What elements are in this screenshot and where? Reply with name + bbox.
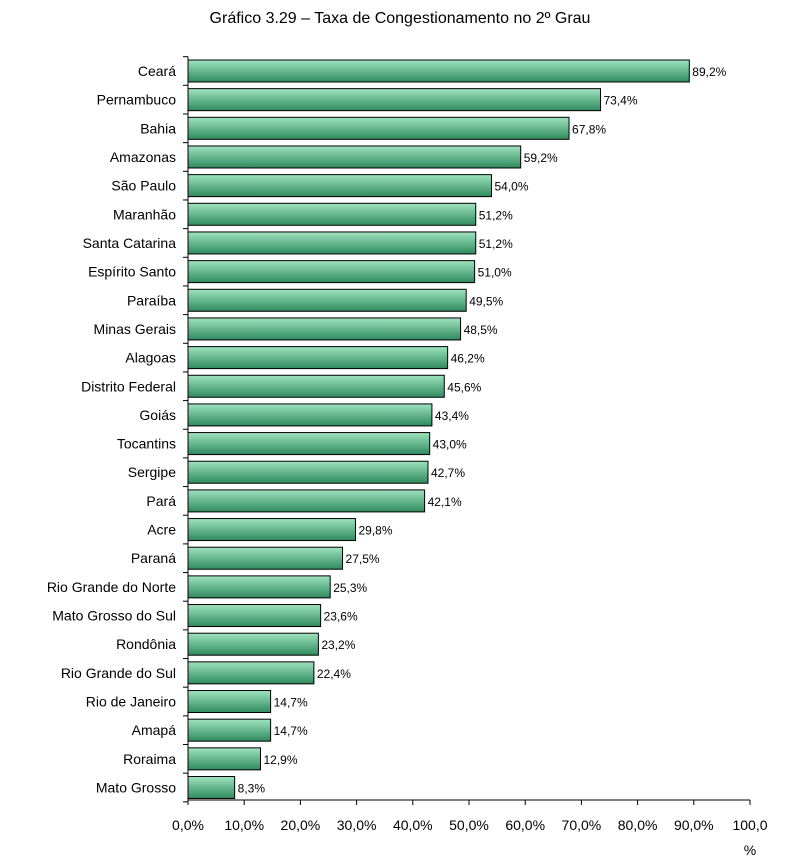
x-tick-label: 40,0% (393, 817, 433, 833)
bar (187, 346, 449, 370)
category-label: Distrito Federal (81, 378, 176, 394)
data-label: 54,0% (494, 180, 528, 194)
data-label: 14,7% (274, 724, 308, 738)
x-tick-label: 20,0% (281, 817, 321, 833)
category-label: Sergipe (128, 464, 176, 480)
data-label: 42,1% (428, 495, 462, 509)
bar (187, 288, 467, 312)
data-label: 12,9% (264, 753, 298, 767)
x-tick-label: 30,0% (337, 817, 377, 833)
data-label: 45,6% (447, 380, 481, 394)
data-label: 23,2% (321, 638, 355, 652)
bar (187, 575, 331, 599)
bar (187, 174, 492, 198)
category-label: Tocantins (117, 436, 176, 452)
category-label: Ceará (138, 63, 176, 79)
bars-layer: Ceará 89,2% Pernambuco 73,4% Bahia 67,8% Amazo… (47, 59, 727, 799)
bar (187, 432, 431, 456)
bar (187, 116, 570, 140)
category-label: Pernambuco (97, 92, 177, 108)
bar (187, 59, 690, 83)
data-label: 8,3% (238, 782, 266, 796)
category-label: Rio de Janeiro (86, 694, 176, 710)
bar (187, 518, 356, 542)
bar (187, 460, 429, 484)
bar (187, 145, 522, 169)
x-tick-label: 10,0% (224, 817, 264, 833)
bar (187, 604, 322, 628)
data-label: 51,2% (479, 237, 513, 251)
data-label: 43,0% (433, 438, 467, 452)
category-label: Acre (147, 522, 176, 538)
data-label: 51,2% (479, 208, 513, 222)
data-label: 27,5% (346, 552, 380, 566)
x-tick-label: 90,0% (674, 817, 714, 833)
bar (187, 546, 344, 570)
bar (187, 88, 602, 112)
x-axis-unit-label: % (744, 842, 756, 858)
category-label: Rio Grande do Sul (61, 665, 176, 681)
bar (187, 317, 462, 341)
category-label: Mato Grosso (96, 780, 176, 796)
category-label: Goiás (139, 407, 176, 423)
x-tick-label: 0,0% (172, 817, 204, 833)
category-label: Rio Grande do Norte (47, 579, 176, 595)
category-label: Rondônia (116, 636, 176, 652)
chart-title: Gráfico 3.29 – Taxa de Congestionamento … (209, 10, 591, 27)
data-label: 49,5% (469, 294, 503, 308)
data-label: 48,5% (464, 323, 498, 337)
data-label: 22,4% (317, 667, 351, 681)
bar (187, 231, 477, 255)
category-label: Paraíba (127, 292, 176, 308)
category-label: Amapá (132, 722, 177, 738)
x-tick-label: 50,0% (449, 817, 489, 833)
category-label: Espírito Santo (88, 264, 176, 280)
category-label: Minas Gerais (94, 321, 176, 337)
category-label: Alagoas (125, 350, 176, 366)
bar (187, 403, 433, 427)
data-label: 29,8% (358, 524, 392, 538)
data-label: 14,7% (274, 696, 308, 710)
axis-layer: 0,0% 10,0% 20,0% 30,0% 40,0% 50,0% 60,0% 70,0% 8… (172, 56, 768, 858)
x-tick-label: 80,0% (618, 817, 658, 833)
data-label: 42,7% (431, 466, 465, 480)
bar (187, 489, 426, 513)
category-label: Santa Catarina (83, 235, 177, 251)
bar (187, 374, 445, 398)
bar (187, 718, 272, 742)
data-label: 67,8% (572, 122, 606, 136)
data-label: 43,4% (435, 409, 469, 423)
x-tick-label: 60,0% (505, 817, 545, 833)
data-label: 46,2% (451, 352, 485, 366)
category-label: Maranhão (113, 206, 176, 222)
data-label: 89,2% (692, 65, 726, 79)
x-tick-label: 100,0 (732, 817, 767, 833)
x-tick-label: 70,0% (562, 817, 602, 833)
category-label: Roraima (123, 751, 176, 767)
data-label: 23,6% (324, 610, 358, 624)
bar (187, 661, 315, 685)
data-label: 51,0% (478, 266, 512, 280)
category-label: Pará (146, 493, 176, 509)
bar (187, 632, 319, 656)
category-label: Bahia (140, 120, 176, 136)
bar (187, 202, 477, 226)
data-label: 59,2% (524, 151, 558, 165)
category-label: Paraná (131, 550, 176, 566)
category-label: Amazonas (110, 149, 176, 165)
data-label: 25,3% (333, 581, 367, 595)
bar (187, 260, 476, 284)
data-label: 73,4% (604, 94, 638, 108)
bar (187, 776, 236, 799)
bar (187, 747, 261, 771)
category-label: Mato Grosso do Sul (52, 608, 176, 624)
bar (187, 690, 272, 714)
category-label: São Paulo (111, 178, 176, 194)
